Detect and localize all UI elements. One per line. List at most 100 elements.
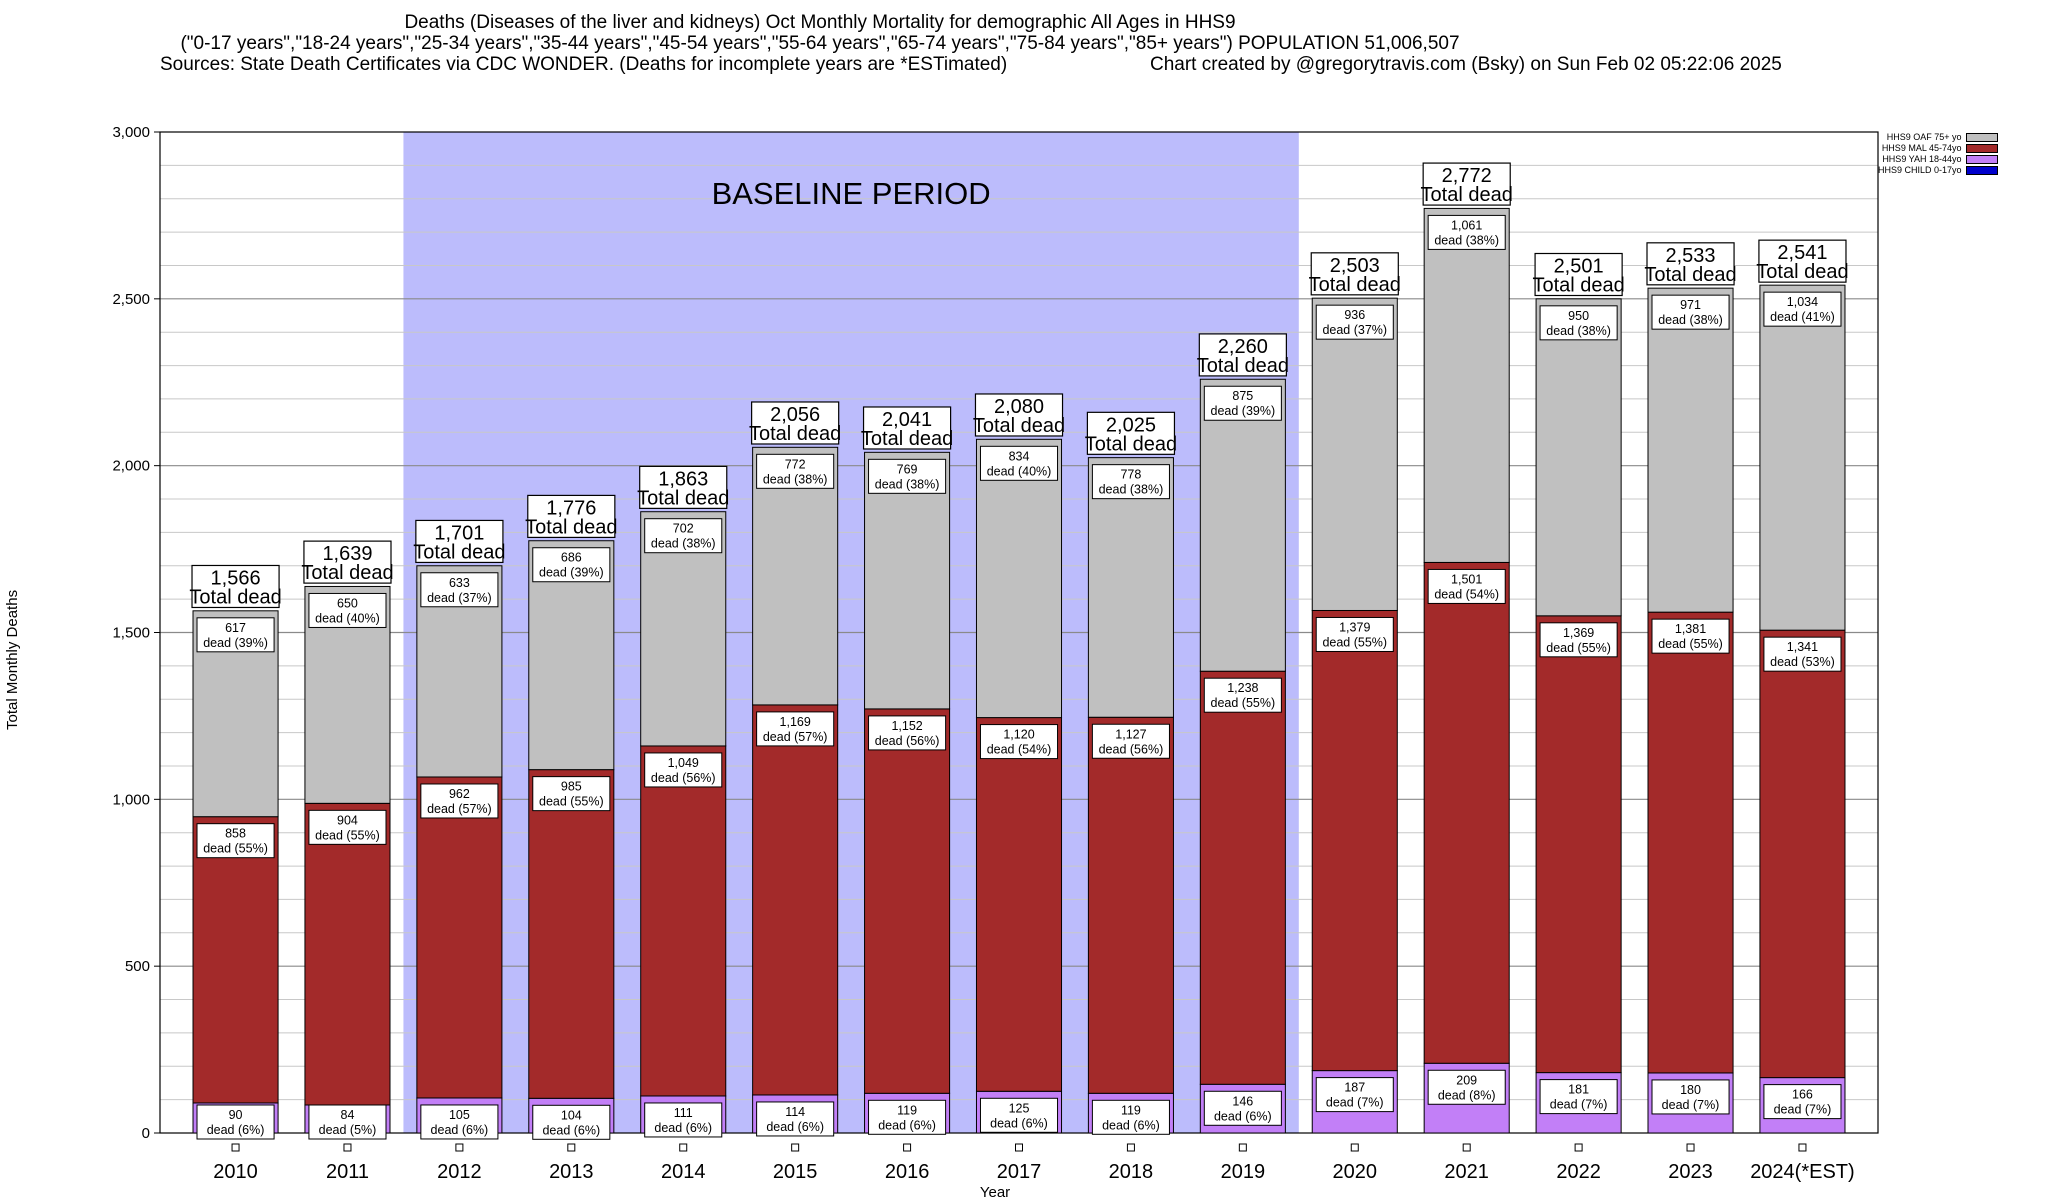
segment-percent-label: dead (5%) — [319, 1123, 377, 1137]
total-value-label: 2,056 — [770, 404, 820, 426]
total-label-box — [191, 564, 280, 609]
segment-value-label: 1,381 — [1675, 622, 1706, 636]
segment-percent-label: dead (53%) — [1770, 655, 1835, 669]
bar-segment — [864, 451, 951, 710]
segment-percent-label: dead (39%) — [203, 636, 268, 650]
segment-value-label: 187 — [1344, 1081, 1365, 1095]
total-suffix-label: Total dead — [1197, 355, 1289, 377]
segment-value-label: 1,034 — [1787, 295, 1818, 309]
segment-percent-label: dead (38%) — [1546, 324, 1611, 338]
total-label-box — [1086, 411, 1176, 455]
bar-segment — [528, 769, 615, 1099]
total-suffix-label: Total dead — [525, 516, 617, 538]
bar-segment — [1087, 716, 1174, 1094]
segment-value-label: 971 — [1680, 298, 1701, 312]
segment-percent-label: dead (55%) — [539, 795, 604, 809]
segment-percent-label: dead (38%) — [1658, 313, 1723, 327]
total-value-label: 1,566 — [211, 567, 261, 589]
segment-value-label: 119 — [1121, 1103, 1141, 1117]
x-marker — [455, 1143, 464, 1152]
segment-percent-label: dead (7%) — [1326, 1096, 1384, 1110]
value-label-box — [532, 547, 611, 583]
segment-value-label: 180 — [1680, 1083, 1701, 1097]
value-label-box — [644, 1102, 723, 1138]
total-suffix-label: Total dead — [973, 415, 1065, 437]
total-value-label: 2,260 — [1218, 336, 1268, 358]
bar-segment — [304, 802, 391, 1106]
value-label-box — [644, 518, 723, 554]
segment-value-label: 834 — [1009, 449, 1030, 463]
total-label-box — [862, 406, 952, 450]
x-tick-label: 2014 — [661, 1161, 706, 1183]
value-label-box — [308, 809, 387, 845]
bar-segment — [1311, 297, 1398, 611]
bar-segment — [192, 816, 279, 1104]
value-label-box — [644, 752, 723, 788]
value-label-box — [420, 1104, 499, 1140]
value-label-box — [1539, 622, 1618, 658]
segment-percent-label: dead (6%) — [207, 1123, 265, 1137]
x-tick-label: 2022 — [1556, 1161, 1601, 1183]
value-label-box — [308, 1104, 387, 1140]
bar-segment — [1759, 629, 1846, 1079]
segment-percent-label: dead (55%) — [1546, 641, 1611, 655]
segment-value-label: 858 — [225, 827, 246, 841]
value-label-box — [756, 453, 835, 489]
value-label-box — [756, 1101, 835, 1137]
segment-percent-label: dead (38%) — [1099, 483, 1164, 497]
total-value-label: 2,533 — [1665, 245, 1715, 267]
value-label-box — [1763, 291, 1842, 327]
value-label-box — [532, 776, 611, 812]
x-tick-label: 2020 — [1333, 1161, 1378, 1183]
value-label-box — [1651, 294, 1730, 330]
segment-percent-label: dead (37%) — [427, 591, 492, 605]
segment-percent-label: dead (55%) — [315, 828, 380, 842]
total-value-label: 1,776 — [546, 497, 596, 519]
value-label-box — [1315, 616, 1394, 652]
total-label-box — [974, 393, 1064, 437]
bar-segment — [975, 438, 1063, 719]
value-label-box — [1091, 1099, 1170, 1135]
segment-percent-label: dead (55%) — [1658, 637, 1723, 651]
x-tick-label: 2023 — [1668, 1161, 1713, 1183]
total-value-label: 1,639 — [322, 543, 372, 565]
x-tick-label: 2010 — [213, 1161, 258, 1183]
x-tick-label: 2012 — [437, 1161, 482, 1183]
segment-value-label: 1,049 — [668, 756, 699, 770]
segment-value-label: 1,369 — [1563, 626, 1594, 640]
segment-percent-label: dead (55%) — [203, 842, 268, 856]
x-axis-label: Year — [980, 1184, 1010, 1200]
value-label-box — [196, 617, 275, 653]
value-label-box — [1315, 304, 1394, 340]
segment-percent-label: dead (38%) — [1434, 233, 1499, 247]
segment-value-label: 650 — [337, 596, 358, 610]
bar-segment — [1535, 298, 1622, 617]
title-line-3: Sources: State Death Certificates via CD… — [0, 54, 1782, 75]
value-label-box — [1203, 1090, 1282, 1126]
segment-value-label: 1,127 — [1115, 727, 1146, 741]
total-label-box — [1534, 252, 1623, 297]
segment-value-label: 769 — [897, 462, 918, 476]
legend-swatch — [1965, 133, 1998, 142]
legend: HHS9 OAF 75+ yo HHS9 MAL 45-74yo HHS9 YAH … — [1878, 132, 1998, 176]
y-tick-label: 0 — [142, 1125, 150, 1142]
total-suffix-label: Total dead — [861, 428, 953, 450]
x-marker — [903, 1143, 912, 1152]
y-tick-label: 1,000 — [112, 791, 150, 808]
bar-segment — [1199, 670, 1286, 1085]
segment-value-label: 125 — [1009, 1101, 1030, 1115]
x-marker — [1238, 1143, 1247, 1152]
legend-entry: HHS9 YAH 18-44yo — [1878, 154, 1998, 165]
total-label-box — [751, 401, 840, 445]
bar-segment — [1647, 287, 1734, 613]
segment-value-label: 1,061 — [1451, 218, 1482, 232]
x-marker — [231, 1143, 240, 1152]
total-label-box — [527, 494, 616, 539]
segment-value-label: 1,379 — [1339, 620, 1370, 634]
total-value-label: 2,025 — [1106, 414, 1156, 436]
value-label-box — [420, 783, 499, 819]
value-label-box — [308, 592, 387, 628]
x-tick-label: 2024(*EST) — [1750, 1161, 1855, 1183]
segment-percent-label: dead (38%) — [651, 537, 716, 551]
